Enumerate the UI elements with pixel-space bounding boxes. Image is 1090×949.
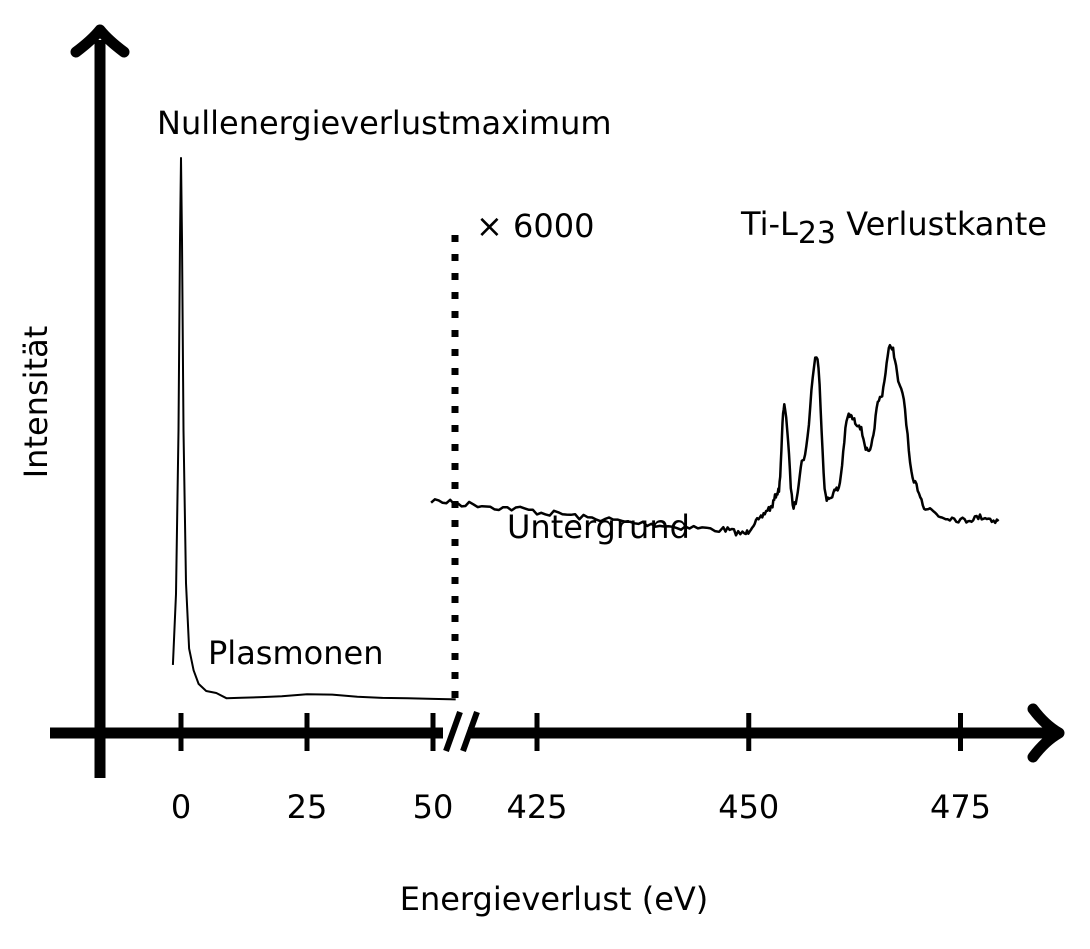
- edge-prefix: Ti-L: [740, 205, 798, 243]
- annotation-scale-factor: × 6000: [476, 207, 594, 245]
- x-tick-labels: 0 25 50 425 450 475: [171, 788, 991, 826]
- axis-break-icon: [443, 710, 480, 753]
- spectrum-series: [171, 157, 1000, 701]
- edge-subscript: 23: [798, 216, 836, 251]
- annotation-background: Untergrund: [507, 508, 690, 546]
- x-tick-label-0: 0: [171, 788, 191, 826]
- y-axis-arrow-icon: [70, 24, 130, 58]
- series-high-loss: [430, 343, 1000, 537]
- series-low-loss: [171, 157, 456, 701]
- x-axis-arrow-icon: [1027, 703, 1065, 763]
- annotation-plasmons: Plasmonen: [208, 634, 383, 672]
- edge-suffix: Verlustkante: [836, 205, 1047, 243]
- annotation-ti-edge: Ti-L23 Verlustkante: [740, 205, 1047, 251]
- x-tick-label-25: 25: [287, 788, 328, 826]
- x-tick-label-50: 50: [413, 788, 454, 826]
- x-tick-label-425: 425: [506, 788, 567, 826]
- y-axis: [70, 24, 130, 778]
- x-axis-label: Energieverlust (eV): [400, 880, 709, 918]
- x-tick-label-450: 450: [718, 788, 779, 826]
- annotation-zero-loss: Nullenergieverlustmaximum: [157, 104, 612, 142]
- x-ticks: [178, 713, 963, 751]
- y-axis-label: Intensität: [17, 326, 55, 479]
- x-tick-label-475: 475: [930, 788, 991, 826]
- x-axis: [50, 703, 1065, 763]
